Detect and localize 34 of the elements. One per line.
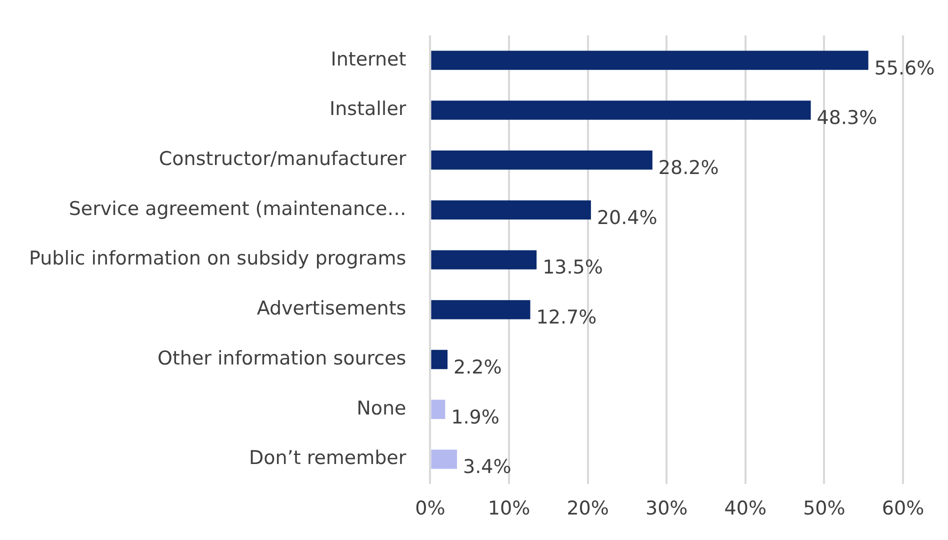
bar	[431, 400, 446, 419]
y-tick-label: Constructor/manufacturer	[158, 148, 406, 170]
bar	[431, 300, 530, 320]
bar	[431, 200, 591, 220]
bar	[431, 350, 448, 370]
bar	[431, 450, 457, 469]
x-tick-label: 50%	[803, 498, 846, 520]
bar	[431, 50, 868, 70]
x-tick-label: 30%	[645, 498, 688, 520]
data-label: 55.6%	[874, 57, 935, 80]
x-tick-label: 0%	[415, 498, 446, 520]
data-label: 20.4%	[596, 206, 658, 229]
x-tick-label: 20%	[566, 498, 609, 520]
y-tick-label: Don’t remember	[249, 447, 406, 470]
y-tick-label: None	[356, 397, 406, 420]
y-tick-label: Other information sources	[158, 347, 406, 370]
bar	[431, 150, 652, 170]
data-label: 1.9%	[451, 406, 500, 428]
y-tick-label: Installer	[329, 98, 406, 120]
x-tick-label: 60%	[882, 498, 924, 520]
y-tick-label: Service agreement (maintenance…	[68, 198, 406, 220]
data-label: 12.7%	[536, 306, 597, 329]
data-label: 3.4%	[462, 456, 512, 478]
x-tick-label: 10%	[488, 498, 530, 520]
y-tick-label: Advertisements	[256, 298, 406, 320]
y-tick-label: Public information on subsidy programs	[28, 248, 406, 270]
bar	[431, 100, 811, 120]
data-label: 13.5%	[542, 256, 603, 279]
y-tick-label: Internet	[330, 48, 406, 70]
data-label: 28.2%	[658, 157, 719, 180]
bar	[431, 250, 537, 270]
data-label: 48.3%	[816, 107, 878, 130]
x-tick-label: 40%	[724, 498, 767, 520]
data-label: 2.2%	[454, 356, 502, 378]
